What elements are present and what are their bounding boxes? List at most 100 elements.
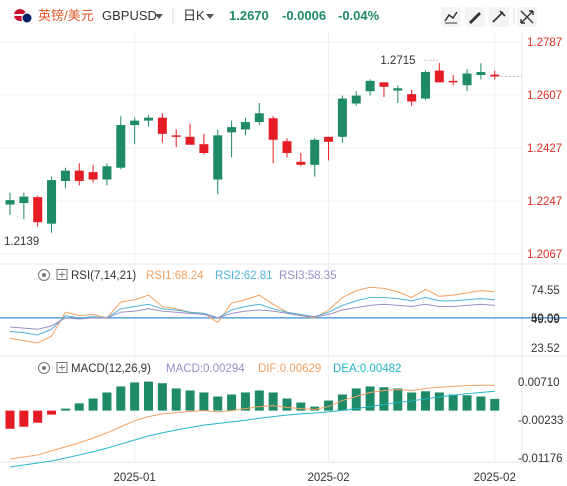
macd-bar	[282, 398, 292, 411]
macd-bar	[130, 382, 140, 411]
macd-bar	[407, 392, 417, 411]
dif-label: DIF:0.00629	[258, 363, 321, 375]
macd-title: MACD(12,26,9)	[71, 363, 151, 375]
chevron-down-icon[interactable]	[155, 14, 163, 19]
candle-body	[351, 95, 361, 104]
candle-body	[407, 94, 417, 102]
candle-body	[254, 113, 264, 123]
macd-bar	[434, 392, 444, 411]
macd-bar	[60, 408, 70, 411]
draw-icon	[469, 12, 481, 24]
candle-body	[434, 70, 444, 83]
macd-bar	[365, 386, 375, 411]
interval-label[interactable]: 日K	[183, 8, 205, 23]
macd-bar	[5, 410, 15, 429]
macd-bar	[213, 396, 223, 411]
candle-body	[324, 136, 334, 142]
price-tick-label: 1.2427	[527, 143, 562, 155]
macd-bar	[19, 410, 29, 427]
candle-body	[185, 136, 195, 145]
fullscreen-button[interactable]	[517, 7, 537, 27]
macd-bar	[337, 394, 347, 411]
rsi-legend: RSI(7,14,21) RSI1:68.24 RSI2:62.81 RSI3:…	[38, 269, 337, 282]
rsi-line-2	[9, 296, 495, 336]
macd-tick-label: -0.01176	[518, 453, 563, 465]
candle-body	[296, 161, 306, 165]
price-panel: 1.2715 1.2139	[4, 55, 522, 248]
price-change-pct: -0.04%	[338, 8, 380, 23]
macd-bar	[421, 391, 430, 411]
macd-tick-label: -0.00233	[518, 415, 563, 427]
price-tick-label: 1.2067	[527, 249, 562, 261]
macd-bar	[144, 381, 153, 411]
price-tick-label: 1.2607	[527, 90, 562, 102]
candle-body	[310, 139, 320, 165]
rsi-panel	[0, 286, 567, 344]
macd-bar	[171, 388, 181, 411]
interval-chevron-icon[interactable]	[206, 14, 214, 19]
candle-body	[5, 200, 15, 205]
macd-value-label: MACD:0.00294	[166, 363, 245, 375]
rsi1-label: RSI1:68.24	[146, 270, 204, 282]
rsi-line-3	[9, 303, 495, 330]
macd-bar	[185, 390, 195, 411]
x-tick-label: 2025-01	[114, 472, 156, 484]
candle-body	[60, 170, 70, 181]
chart-axes: 1.2787 1.2607 1.2427 1.2247 1.2067 74.55 50.00…	[114, 37, 564, 484]
candle-body	[448, 80, 458, 83]
macd-bar	[310, 406, 320, 411]
macd-bar	[379, 387, 389, 411]
line-chart-button[interactable]	[441, 7, 461, 27]
macd-bar	[268, 392, 278, 411]
settings-button[interactable]	[489, 7, 509, 27]
candle-body	[213, 135, 223, 180]
rsi2-label: RSI2:62.81	[215, 270, 273, 282]
macd-bar	[116, 386, 126, 411]
rsi-tick-label: 23.52	[531, 343, 560, 355]
macd-bar	[324, 400, 334, 411]
rsi-expand-icon[interactable]	[56, 269, 68, 280]
pair-name: 英镑/美元	[38, 8, 94, 23]
price-tick-label: 1.2787	[527, 37, 562, 49]
last-price: 1.2670	[229, 8, 269, 23]
macd-settings-icon[interactable]	[38, 362, 50, 374]
candle-body	[421, 72, 430, 99]
fullscreen-icon	[520, 10, 534, 24]
candle-body	[393, 88, 403, 91]
macd-bar	[240, 392, 250, 411]
dea-line	[9, 390, 495, 468]
candle-body	[282, 141, 292, 154]
x-tick-label: 2025-02	[474, 472, 516, 484]
price-change: -0.0006	[282, 8, 326, 23]
candle-body	[379, 82, 389, 87]
rsi-settings-icon[interactable]	[38, 269, 50, 281]
chart-grid	[0, 32, 567, 463]
candle-body	[130, 120, 140, 126]
candle-body	[171, 135, 181, 137]
macd-bar	[254, 390, 264, 411]
macd-expand-icon[interactable]	[56, 362, 68, 373]
draw-button[interactable]	[465, 7, 485, 27]
x-tick-label: 2025-02	[307, 472, 349, 484]
candle-body	[47, 180, 57, 224]
low-annotation: 1.2139	[4, 236, 39, 248]
rsi-tick-label: 50.00	[531, 313, 560, 325]
price-tick-label: 1.2247	[527, 196, 562, 208]
rsi-tick-label: 74.55	[531, 285, 560, 297]
candle-body	[337, 98, 347, 137]
macd-bar	[393, 388, 403, 411]
symbol-label: GBPUSD	[102, 8, 157, 23]
candle-body	[268, 118, 278, 140]
dif-line	[9, 384, 495, 460]
candle-body	[462, 73, 472, 86]
candle-body	[19, 196, 29, 204]
candle-body	[240, 122, 250, 130]
macd-tick-label: 0.00710	[518, 377, 560, 389]
candle-body	[144, 117, 153, 121]
macd-bar	[227, 394, 237, 411]
uk-us-flag-icon	[14, 9, 33, 24]
macd-bar	[47, 410, 57, 415]
macd-bar	[157, 383, 167, 411]
settings-icon	[492, 10, 506, 23]
